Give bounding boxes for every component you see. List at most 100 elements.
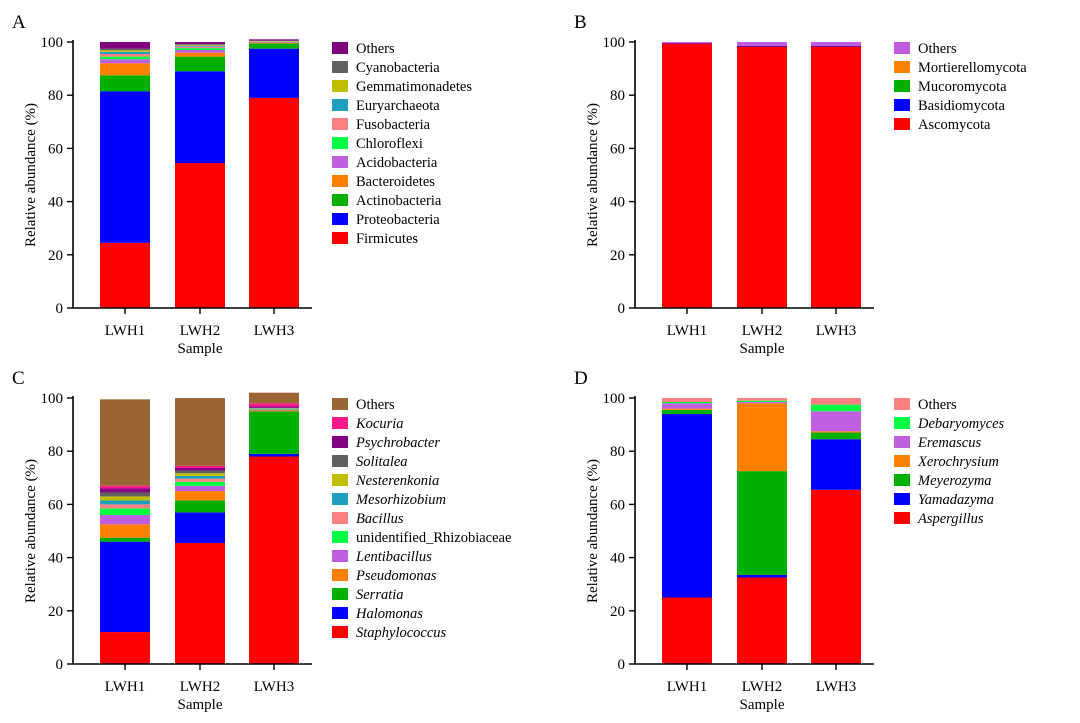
y-tick-label: 40 bbox=[48, 551, 63, 567]
legend-swatch bbox=[894, 417, 910, 429]
bar-segment-lwh2-8 bbox=[175, 44, 225, 46]
legend-label: Chloroflexi bbox=[356, 136, 423, 152]
bar-segment-lwh1-0 bbox=[100, 242, 150, 308]
legend-swatch bbox=[894, 42, 910, 54]
legend-swatch bbox=[894, 61, 910, 73]
bar-segment-lwh1-4 bbox=[100, 515, 150, 525]
y-tick-label: 20 bbox=[48, 604, 63, 620]
y-tick-label: 20 bbox=[610, 248, 625, 264]
bar-segment-lwh1-0 bbox=[662, 43, 712, 309]
bar-segment-lwh2-2 bbox=[175, 56, 225, 72]
y-tick-label: 100 bbox=[603, 391, 626, 407]
legend-swatch bbox=[332, 569, 348, 581]
bar-segment-lwh1-9 bbox=[100, 48, 150, 51]
bar-segment-lwh3-5 bbox=[249, 409, 299, 410]
x-tick-label-lwh3: LWH3 bbox=[254, 323, 295, 339]
legend-label: Aspergillus bbox=[917, 511, 984, 527]
legend-swatch bbox=[332, 588, 348, 600]
legend-swatch bbox=[894, 436, 910, 448]
bar-segment-lwh1-1 bbox=[662, 413, 712, 598]
bar-segment-lwh1-3 bbox=[100, 63, 150, 76]
legend-swatch bbox=[332, 436, 348, 448]
y-axis-title: Relative abundance (%) bbox=[23, 459, 39, 603]
bar-segment-lwh2-2 bbox=[175, 500, 225, 513]
legend-label: Xerochrysium bbox=[917, 454, 999, 470]
bar-segment-lwh1-4 bbox=[662, 403, 712, 409]
x-tick-label-lwh3: LWH3 bbox=[816, 323, 857, 339]
legend-label: Euryarchaeota bbox=[356, 98, 440, 114]
legend-swatch bbox=[332, 455, 348, 467]
x-axis-title: Sample bbox=[740, 697, 785, 713]
bar-segment-lwh2-4 bbox=[175, 485, 225, 492]
bar-segment-lwh2-5 bbox=[175, 48, 225, 50]
legend-label: Firmicutes bbox=[356, 231, 418, 247]
bar-segment-lwh2-12 bbox=[175, 398, 225, 466]
legend-label: Staphylococcus bbox=[356, 625, 447, 641]
bar-segment-lwh2-9 bbox=[175, 470, 225, 474]
bar-segment-lwh1-10 bbox=[100, 42, 150, 49]
bar-segment-lwh1-5 bbox=[100, 56, 150, 60]
legend-swatch bbox=[332, 99, 348, 111]
x-tick-label-lwh2: LWH2 bbox=[180, 679, 221, 695]
bar-segment-lwh2-5 bbox=[175, 481, 225, 486]
legend-label: Others bbox=[918, 397, 957, 413]
bar-segment-lwh1-6 bbox=[662, 398, 712, 402]
bar-segment-lwh2-0 bbox=[175, 163, 225, 308]
bar-segment-lwh1-10 bbox=[100, 488, 150, 493]
legend: Others Kocuria Psychrobacter Solitalea Neste… bbox=[332, 397, 511, 641]
y-tick-label: 60 bbox=[610, 141, 625, 157]
bar-segment-lwh3-1 bbox=[811, 45, 861, 47]
legend-label: Kocuria bbox=[355, 416, 404, 432]
y-tick-label: 80 bbox=[48, 88, 63, 104]
legend-swatch bbox=[332, 175, 348, 187]
bar-segment-lwh3-10 bbox=[249, 406, 299, 408]
bar-segment-lwh3-10 bbox=[249, 39, 299, 41]
bar-segment-lwh1-7 bbox=[100, 51, 150, 54]
legend-swatch bbox=[894, 398, 910, 410]
legend: Others Debaryomyces Eremascus Xerochrysium M… bbox=[894, 397, 1005, 527]
legend-label: Meyerozyma bbox=[917, 473, 992, 489]
legend-swatch bbox=[894, 455, 910, 467]
bar-segment-lwh2-2 bbox=[737, 471, 787, 575]
legend-swatch bbox=[332, 512, 348, 524]
y-tick-label: 100 bbox=[603, 35, 626, 51]
legend-swatch bbox=[332, 213, 348, 225]
bar-segment-lwh3-2 bbox=[249, 43, 299, 49]
x-axis-title: Sample bbox=[740, 341, 785, 357]
y-tick-label: 40 bbox=[610, 195, 625, 211]
bar-segment-lwh3-5 bbox=[811, 404, 861, 412]
x-tick-label-lwh1: LWH1 bbox=[667, 679, 708, 695]
stacked-bars bbox=[100, 39, 299, 308]
bar-segment-lwh1-0 bbox=[662, 597, 712, 664]
panel-c: C 0 20 40 60 80 100 LWH1 LWH2 LWH3 Sample Relative … bbox=[12, 368, 511, 713]
bar-segment-lwh2-0 bbox=[175, 542, 225, 664]
legend: Others Cyanobacteria Gemmatimonadetes Eurya… bbox=[332, 41, 472, 247]
legend-label: Bacteroidetes bbox=[356, 174, 435, 190]
bar-segment-lwh2-7 bbox=[175, 475, 225, 479]
legend-swatch bbox=[332, 61, 348, 73]
legend-label: Serratia bbox=[356, 587, 404, 603]
bar-segment-lwh2-5 bbox=[737, 400, 787, 402]
legend-label: Pseudomonas bbox=[355, 568, 437, 584]
legend-label: Others bbox=[356, 397, 395, 413]
bar-segment-lwh2-9 bbox=[175, 44, 225, 45]
legend-label: Debaryomyces bbox=[917, 416, 1005, 432]
bar-segment-lwh3-4 bbox=[811, 42, 861, 46]
y-tick-label: 20 bbox=[48, 248, 63, 264]
legend-label: Proteobacteria bbox=[356, 212, 440, 228]
legend-swatch bbox=[332, 626, 348, 638]
bar-segment-lwh2-1 bbox=[175, 512, 225, 543]
legend-swatch bbox=[332, 607, 348, 619]
bar-segment-lwh2-0 bbox=[737, 577, 787, 664]
y-tick-label: 40 bbox=[610, 551, 625, 567]
bar-segment-lwh1-2 bbox=[100, 537, 150, 542]
x-tick-label-lwh2: LWH2 bbox=[180, 323, 221, 339]
legend-swatch bbox=[332, 531, 348, 543]
stacked-bars bbox=[662, 398, 861, 664]
panel-d: D 0 20 40 60 80 100 LWH1 LWH2 LWH3 Sample Relative … bbox=[574, 368, 1005, 713]
bar-segment-lwh1-3 bbox=[662, 408, 712, 410]
legend-label: Cyanobacteria bbox=[356, 60, 440, 76]
y-axis-title: Relative abundance (%) bbox=[585, 459, 601, 603]
bar-segment-lwh2-3 bbox=[737, 403, 787, 472]
